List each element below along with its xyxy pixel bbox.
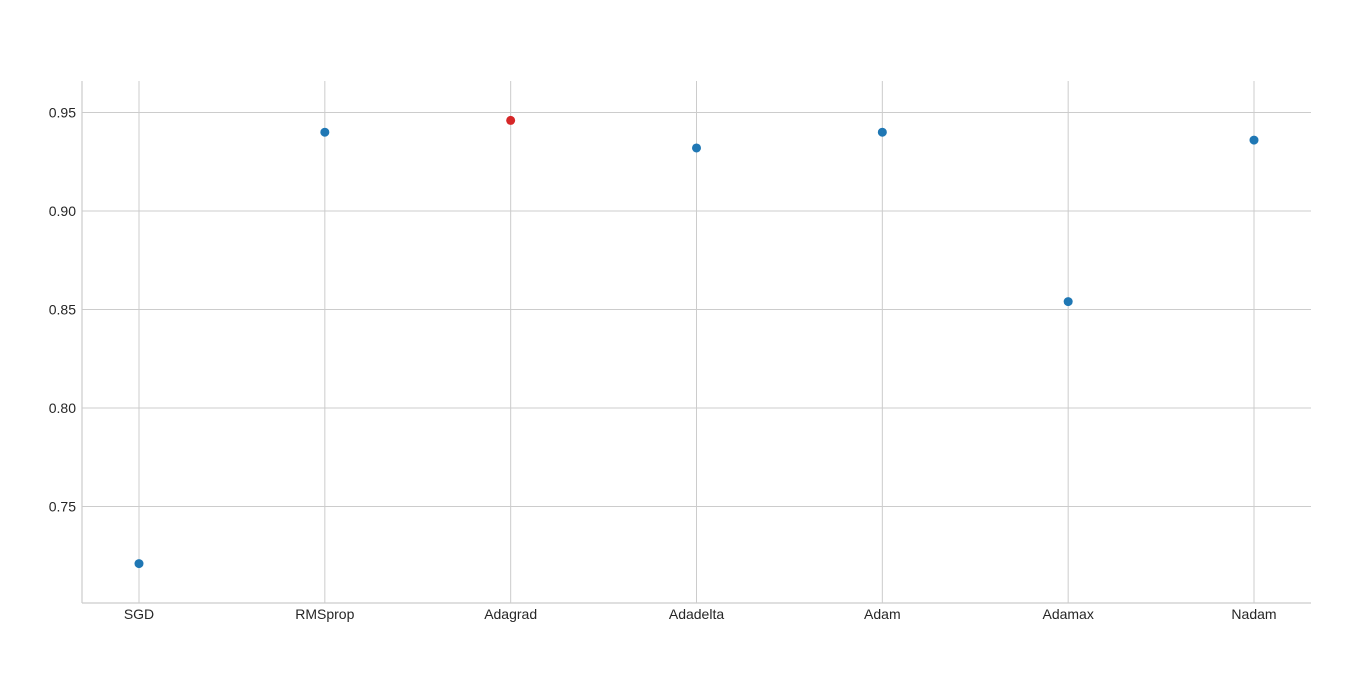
data-point — [1249, 135, 1259, 145]
y-tick-label: 0.95 — [49, 105, 76, 121]
data-point — [320, 127, 330, 137]
x-tick-label: Adagrad — [484, 606, 537, 622]
y-tick-label: 0.90 — [49, 203, 76, 219]
data-point — [692, 143, 701, 153]
x-tick-label: Adam — [864, 606, 901, 622]
highlighted-data-point — [506, 115, 516, 125]
data-point — [134, 559, 144, 569]
data-point-layer — [134, 115, 1259, 569]
x-tick-label: Adamax — [1042, 606, 1093, 622]
data-point — [877, 127, 887, 137]
data-point — [1063, 297, 1073, 307]
tick-label-layer: 0.75 0.80 0.85 0.90 0.95 SGD RMSprop Adagrad Ada… — [49, 105, 1277, 622]
y-tick-label: 0.75 — [49, 498, 76, 514]
x-tick-label: Nadam — [1231, 606, 1276, 622]
y-tick-label: 0.85 — [49, 301, 76, 317]
x-tick-label: Adadelta — [669, 606, 724, 622]
x-tick-label: RMSprop — [295, 606, 354, 622]
axis-layer — [81, 81, 1311, 604]
x-tick-label: SGD — [124, 606, 154, 622]
y-tick-label: 0.80 — [49, 400, 76, 416]
grid-layer — [82, 81, 1311, 603]
